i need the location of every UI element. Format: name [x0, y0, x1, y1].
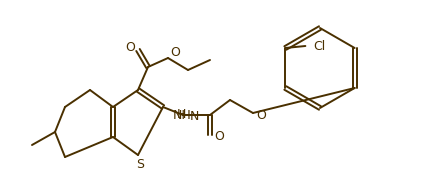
Text: O: O — [214, 130, 224, 144]
Text: N: N — [190, 110, 199, 122]
Text: O: O — [170, 46, 180, 58]
Text: NH: NH — [173, 108, 191, 122]
Text: Cl: Cl — [313, 40, 325, 53]
Text: H: H — [177, 107, 186, 120]
Text: S: S — [136, 157, 144, 171]
Text: O: O — [256, 108, 266, 122]
Text: O: O — [125, 41, 135, 53]
